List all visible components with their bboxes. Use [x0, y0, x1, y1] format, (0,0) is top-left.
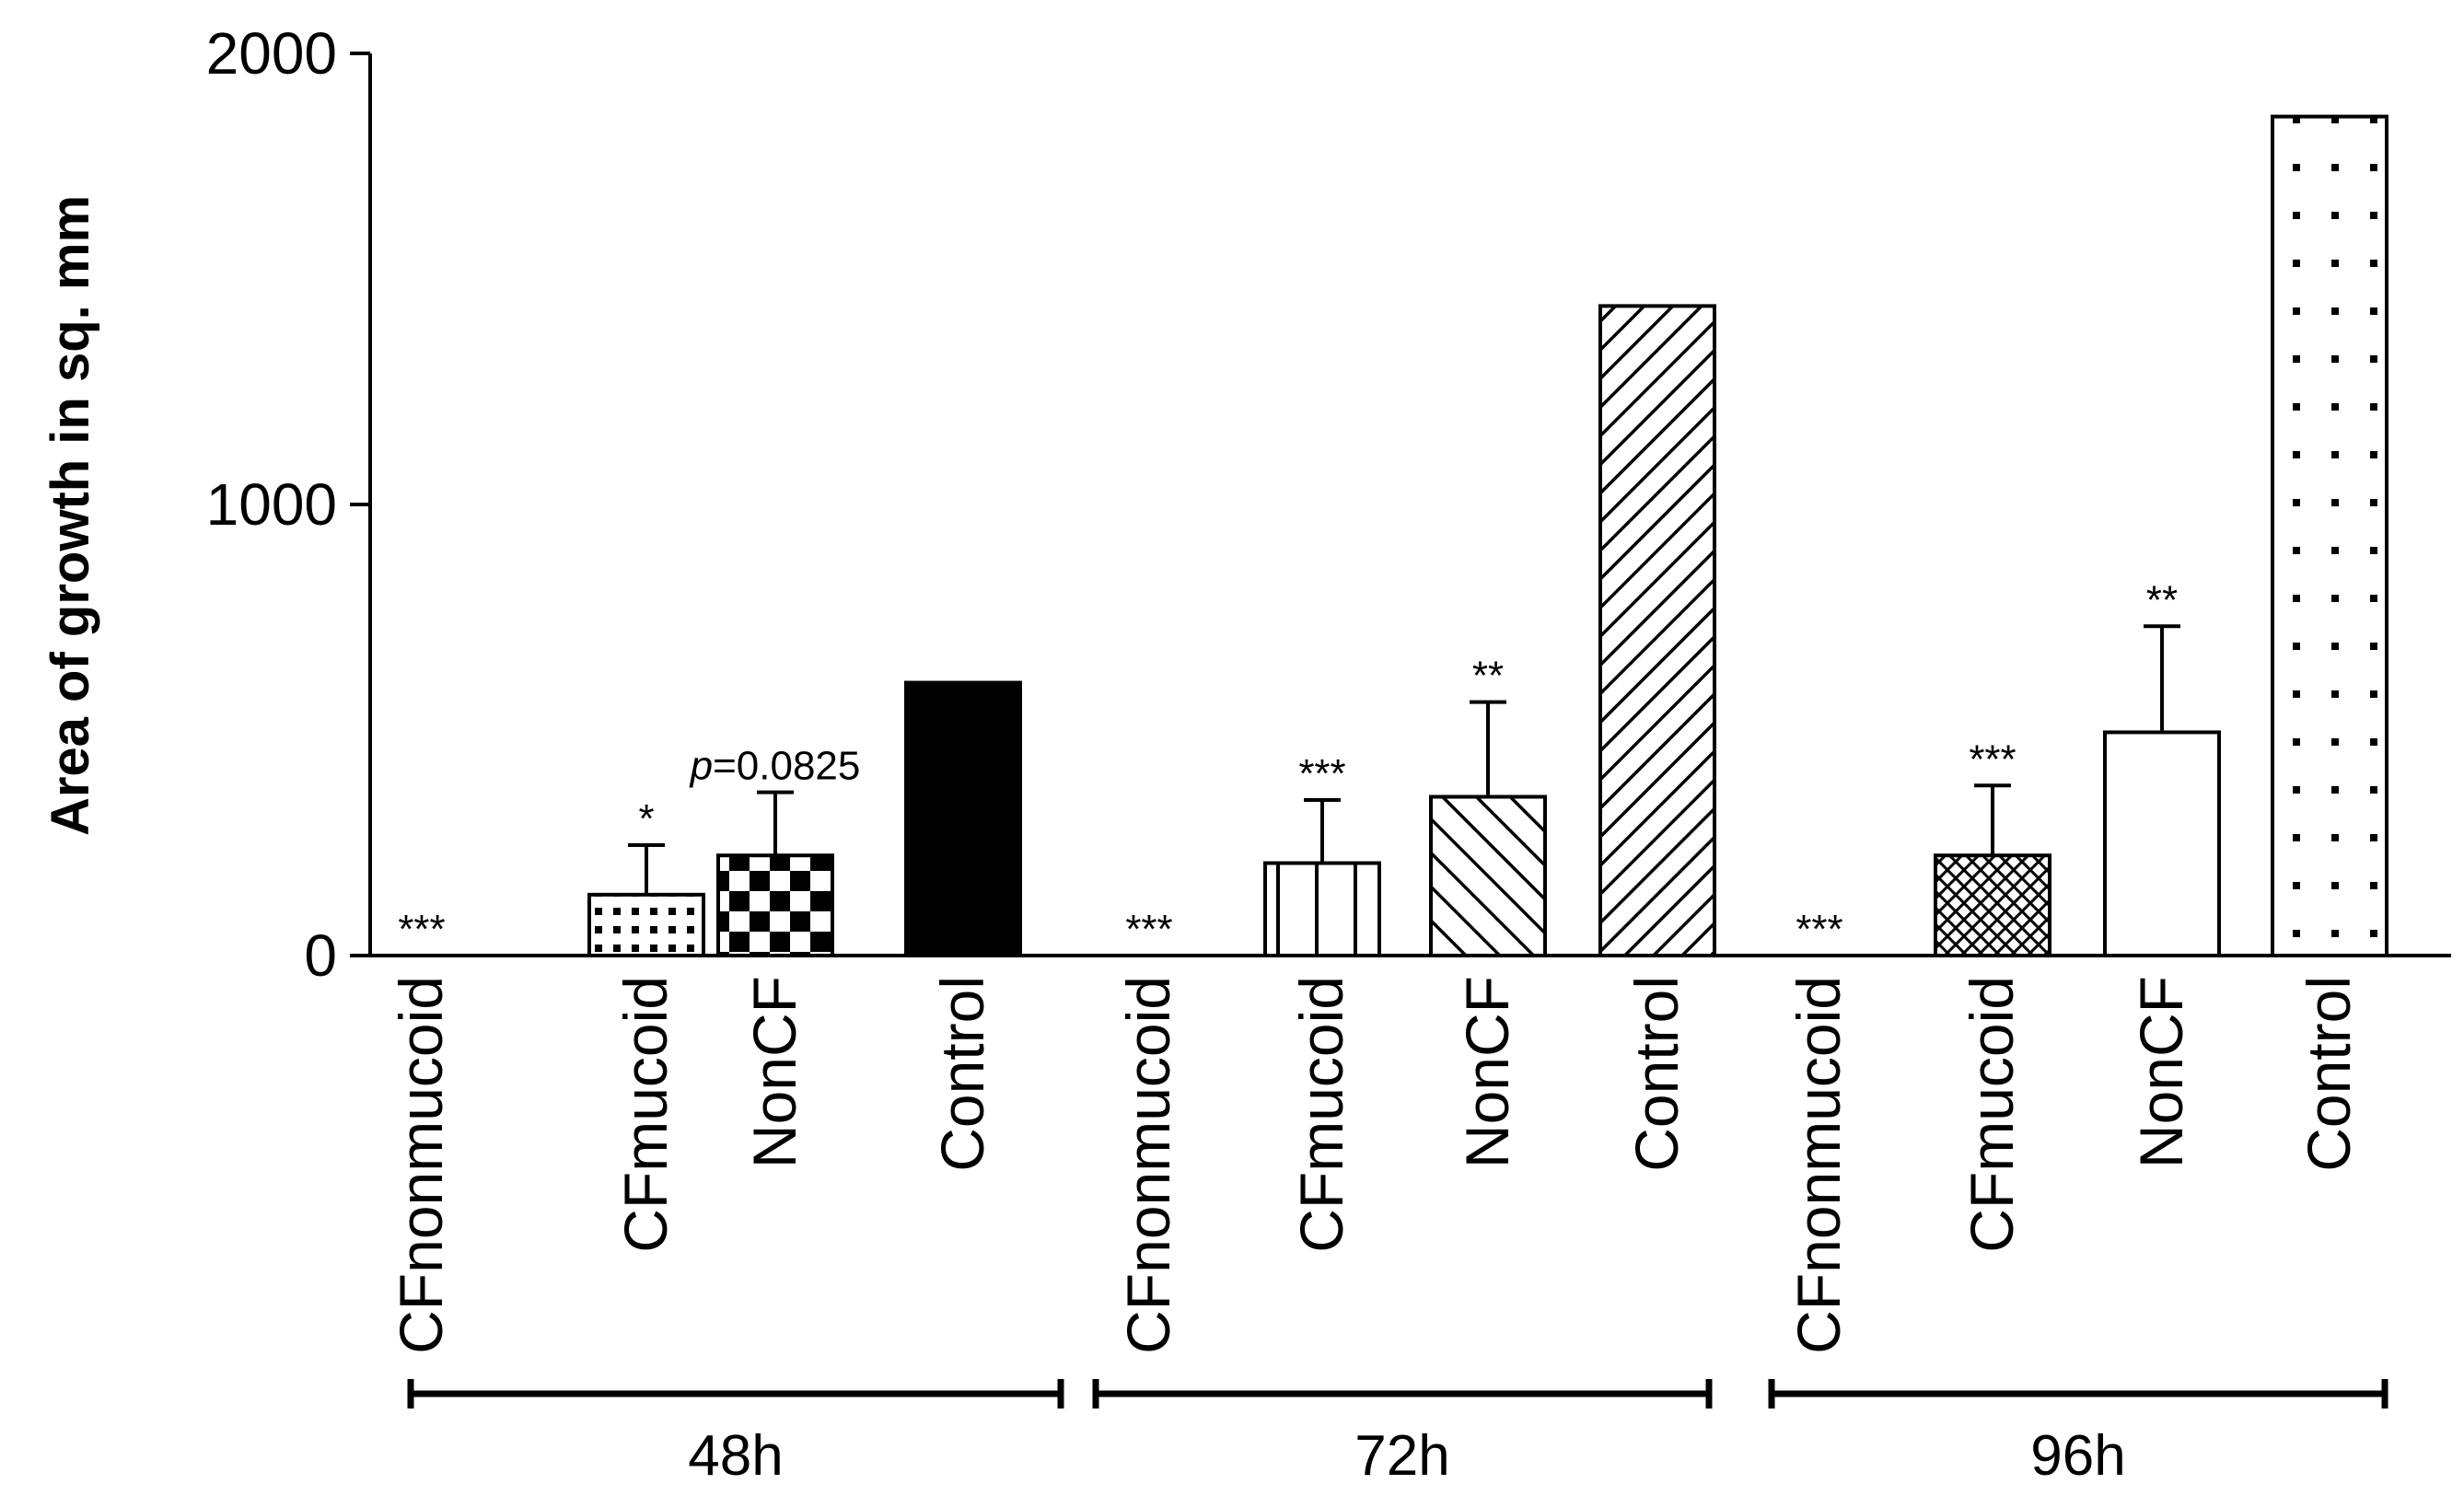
significance-annotation: ***	[398, 907, 445, 952]
x-category-label: CFmucoid	[1958, 976, 2026, 1253]
labels-layer: *** CFnonmucoid * CFmucoid p=0.0825 NonCF Cont…	[387, 577, 2388, 1488]
x-category-label: CFmucoid	[611, 976, 680, 1253]
group-label: 96h	[2030, 1424, 2125, 1488]
x-category-label: Control	[2295, 976, 2363, 1172]
x-category-label: NonCF	[1453, 976, 1521, 1168]
y-tick-label: 2000	[206, 20, 337, 87]
x-category-label: CFnonmucoid	[1784, 976, 1853, 1354]
x-category-label: Control	[928, 976, 996, 1172]
x-category-label: CFmucoid	[1287, 976, 1355, 1253]
group-label: 48h	[688, 1424, 783, 1488]
bar-96h-CFmucoid	[1934, 853, 2051, 957]
significance-annotation: ***	[1298, 751, 1345, 796]
x-category-label: Control	[1622, 976, 1691, 1172]
bars-layer	[587, 114, 2388, 958]
axes-layer: 0 1000 2000 Area of growth in sq. mm	[41, 20, 2451, 989]
bar-96h-Control	[2271, 114, 2388, 958]
y-tick-label: 0	[304, 922, 337, 989]
group-label: 72h	[1354, 1424, 1449, 1488]
bar-72h-Control	[1598, 304, 1716, 957]
significance-annotation: **	[2146, 577, 2178, 622]
bar-48h-CFmucoid	[587, 892, 705, 957]
y-tick-label: 1000	[206, 471, 337, 538]
significance-annotation: ***	[1796, 907, 1842, 952]
bar-48h-Control	[904, 680, 1022, 957]
significance-annotation: p=0.0825	[689, 744, 861, 789]
bar-48h-NonCF	[716, 853, 834, 957]
significance-annotation: *	[638, 796, 654, 841]
y-axis-title: Area of growth in sq. mm	[41, 195, 100, 836]
significance-annotation: ***	[1125, 907, 1172, 952]
x-category-label: NonCF	[740, 976, 808, 1168]
bar-72h-NonCF	[1429, 794, 1547, 958]
x-category-label: CFnonmucoid	[387, 976, 455, 1354]
significance-annotation: **	[1472, 654, 1504, 699]
bar-72h-CFmucoid	[1263, 861, 1381, 957]
x-category-label: CFnonmucoid	[1114, 976, 1182, 1354]
bar-96h-NonCF	[2103, 730, 2221, 958]
significance-annotation: ***	[1969, 736, 2016, 782]
x-category-label: NonCF	[2127, 976, 2195, 1168]
